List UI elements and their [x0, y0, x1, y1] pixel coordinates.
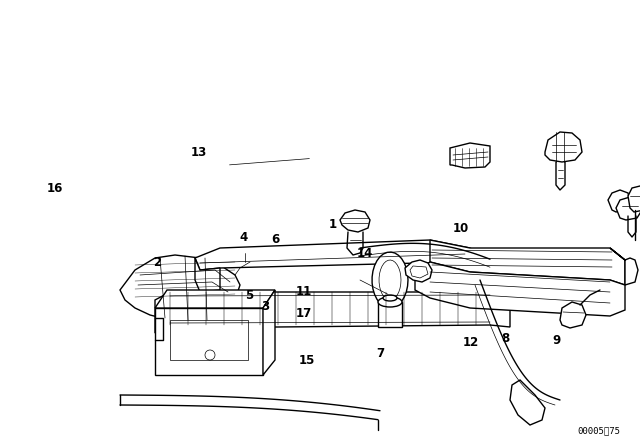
- Polygon shape: [415, 262, 625, 316]
- Text: 9: 9: [553, 334, 561, 347]
- Text: 12: 12: [462, 336, 479, 349]
- Polygon shape: [379, 260, 401, 300]
- Text: 10: 10: [452, 222, 469, 235]
- Text: 7: 7: [377, 347, 385, 361]
- Text: 00005‧75: 00005‧75: [577, 426, 620, 435]
- Text: 17: 17: [296, 307, 312, 320]
- Polygon shape: [616, 197, 640, 220]
- Polygon shape: [430, 240, 625, 285]
- Polygon shape: [155, 308, 263, 375]
- Polygon shape: [170, 320, 248, 360]
- Text: 11: 11: [296, 284, 312, 298]
- Text: 5: 5: [246, 289, 253, 302]
- Bar: [378, 302, 402, 327]
- Polygon shape: [372, 252, 408, 308]
- Polygon shape: [450, 143, 490, 168]
- Polygon shape: [195, 240, 490, 270]
- Polygon shape: [545, 132, 582, 162]
- Text: 14: 14: [356, 246, 373, 260]
- Text: 13: 13: [190, 146, 207, 159]
- Polygon shape: [155, 290, 275, 308]
- Polygon shape: [405, 260, 432, 282]
- Text: 2: 2: [153, 255, 161, 269]
- Text: 3: 3: [262, 300, 269, 314]
- Polygon shape: [263, 290, 275, 375]
- Polygon shape: [195, 258, 220, 292]
- Polygon shape: [155, 292, 510, 333]
- Polygon shape: [120, 255, 240, 322]
- Polygon shape: [460, 262, 500, 295]
- Text: 1: 1: [329, 217, 337, 231]
- Ellipse shape: [378, 297, 402, 307]
- Text: 15: 15: [299, 354, 316, 367]
- Text: 16: 16: [46, 181, 63, 195]
- Polygon shape: [510, 380, 545, 425]
- Polygon shape: [560, 302, 586, 328]
- Text: 6: 6: [271, 233, 279, 246]
- Polygon shape: [610, 248, 638, 285]
- Polygon shape: [340, 210, 370, 232]
- Text: 8: 8: [502, 332, 509, 345]
- Polygon shape: [628, 186, 640, 212]
- Polygon shape: [608, 190, 630, 212]
- Ellipse shape: [383, 295, 397, 301]
- Text: 4: 4: [239, 231, 247, 244]
